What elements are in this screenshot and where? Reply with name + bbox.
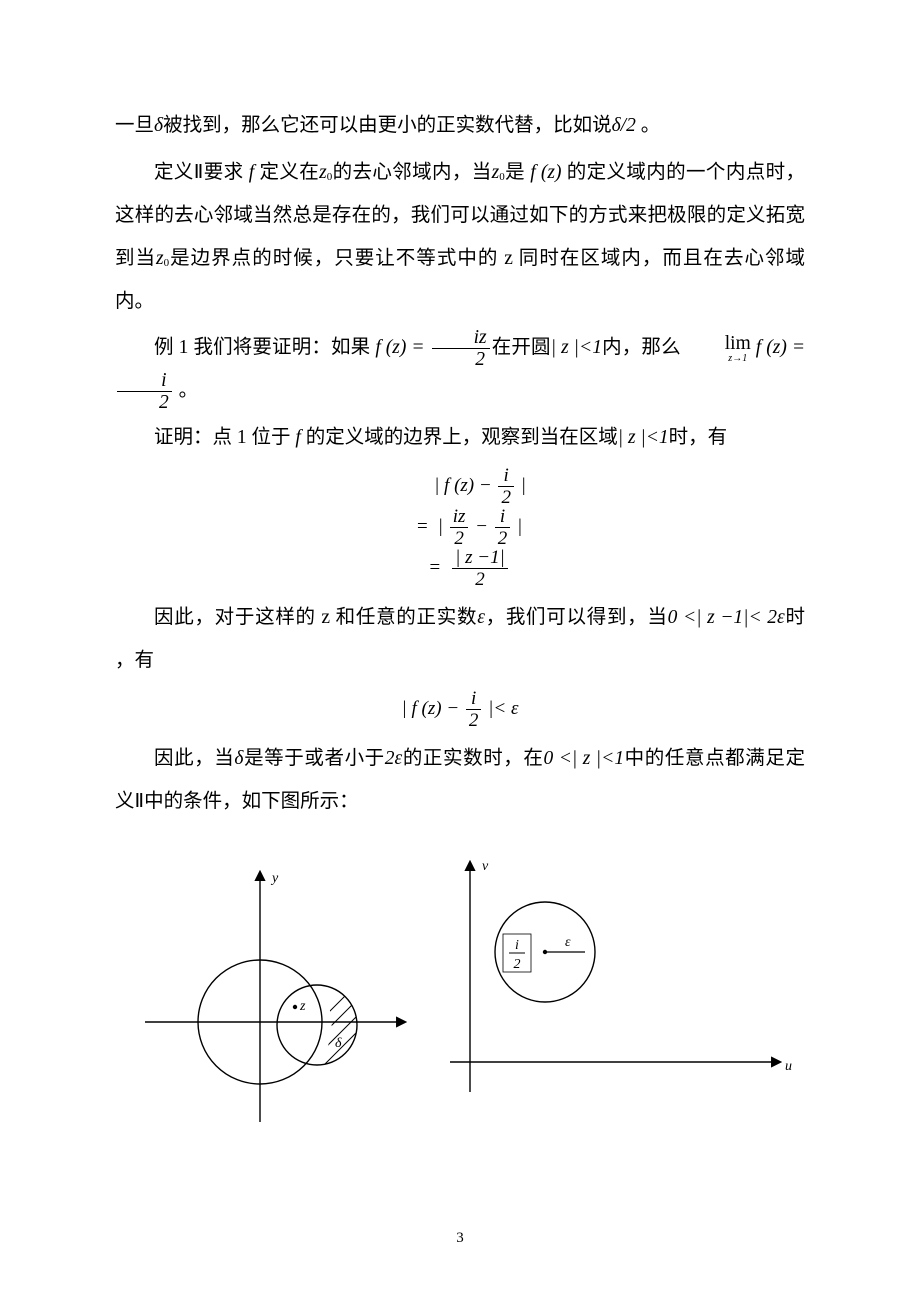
fraction: i2 — [498, 466, 514, 507]
equals-sign: = — [410, 553, 440, 583]
fraction: i2 — [466, 689, 482, 730]
symbol-fz-eq: f (z) = — [370, 337, 429, 358]
paragraph-6: 因此，当δ是等于或者小于2ε的正实数时，在0 <| z |<1中的任意点都满足定… — [115, 738, 805, 824]
symbol-z0: z0 — [492, 162, 505, 183]
text: 的定义域的边界上，观察到当在区域 — [306, 427, 618, 448]
symbol-abs-z-lt-1: | z |<1 — [618, 427, 669, 448]
symbol-delta-half: δ/2 — [612, 115, 636, 136]
symbol-2eps: 2ε — [385, 748, 402, 769]
text: 。 — [636, 115, 660, 136]
text: 是边界点的时候，只要让不等式中的 z 同时在区域内，而且在去心邻域内。 — [115, 248, 805, 312]
paragraph-5: 因此，对于这样的 z 和任意的正实数ε，我们可以得到，当0 <| z −1|< … — [115, 597, 805, 683]
symbol-epsilon: ε — [477, 607, 485, 628]
text: 的去心邻域内，当 — [332, 162, 491, 183]
axis-label-u: u — [785, 1059, 792, 1074]
text: 被找到，那么它还可以由更小的正实数代替，比如说 — [163, 115, 612, 136]
equation-block-1: | f (z) − i2 | = | iz2 − i2 | = | z −1|2 — [115, 466, 805, 589]
text: 时，有 — [669, 427, 728, 448]
text: 因此，对于这样的 z 和任意的正实数 — [154, 607, 477, 628]
diagram-right: v u ε i 2 — [435, 842, 795, 1142]
text: 因此，当 — [154, 748, 234, 769]
paragraph-1: 一旦δ被找到，那么它还可以由更小的正实数代替，比如说δ/2 。 — [115, 105, 805, 148]
text: 定义在 — [259, 162, 319, 183]
label-z: z — [299, 999, 306, 1014]
axis-label-y: y — [270, 871, 279, 886]
text: 一旦 — [115, 115, 154, 136]
paragraph-2: 定义Ⅱ要求 f 定义在z0的去心邻域内，当z0是 f (z) 的定义域内的一个内… — [115, 152, 805, 324]
fraction: i2 — [495, 507, 511, 548]
page-container: 一旦δ被找到，那么它还可以由更小的正实数代替，比如说δ/2 。 定义Ⅱ要求 f … — [0, 0, 920, 1302]
text: 证明：点 1 位于 — [154, 427, 291, 448]
figures-row: y z δ — [115, 842, 805, 1142]
diagram-left: y z δ — [125, 842, 425, 1142]
symbol-limit: limz→1 — [686, 334, 751, 364]
symbol-f: f — [291, 427, 306, 448]
fraction-i-2: i2 — [117, 371, 172, 413]
paragraph-3-example: 例 1 我们将要证明：如果 f (z) = iz2在开圆| z |<1内，那么 … — [115, 327, 805, 413]
symbol-z0: z0 — [156, 248, 169, 269]
eq-text: | f (z) − — [434, 475, 496, 496]
page-number: 3 — [0, 1230, 920, 1247]
symbol-fz-eq: f (z) = — [751, 337, 805, 358]
text: 的正实数时，在 — [402, 748, 543, 769]
text: ，我们可以得到，当 — [485, 607, 668, 628]
label-delta: δ — [335, 1036, 342, 1051]
text: 是等于或者小于 — [243, 748, 384, 769]
symbol-abs-z-lt-1: | z |<1 — [551, 337, 602, 358]
frac-num: i — [515, 938, 519, 953]
eq-text: − — [470, 516, 492, 537]
equals-sign: = — [398, 512, 428, 542]
paragraph-4-proof: 证明：点 1 位于 f 的定义域的边界上，观察到当在区域| z |<1时，有 — [115, 417, 805, 460]
equation-block-2: | f (z) − i2 |< ε — [115, 689, 805, 730]
symbol-condition: 0 <| z −1|< 2ε — [668, 607, 785, 628]
frac-den: 2 — [514, 957, 521, 972]
text: 内，那么 — [602, 337, 686, 358]
symbol-delta: δ — [154, 115, 163, 136]
label-epsilon: ε — [565, 935, 571, 950]
symbol-fz: f (z) — [525, 162, 567, 183]
eq-text: |< ε — [483, 698, 518, 719]
symbol-z0: z0 — [319, 162, 332, 183]
symbol-f: f — [244, 162, 260, 183]
symbol-condition: 0 <| z |<1 — [544, 748, 625, 769]
text: 例 1 我们将要证明：如果 — [154, 337, 370, 358]
fraction-iz-2: iz2 — [432, 328, 490, 370]
axis-label-v: v — [482, 859, 489, 874]
eq-text: | — [438, 516, 448, 537]
text: 在开圆 — [492, 337, 551, 358]
text: 是 — [505, 162, 525, 183]
text: 定义Ⅱ要求 — [154, 162, 244, 183]
fraction: | z −1|2 — [452, 548, 508, 589]
eq-text: | — [516, 475, 526, 496]
fraction: iz2 — [450, 507, 469, 548]
text: 。 — [174, 380, 198, 401]
eq-text: | — [512, 516, 522, 537]
eq-text: | f (z) − — [402, 698, 464, 719]
